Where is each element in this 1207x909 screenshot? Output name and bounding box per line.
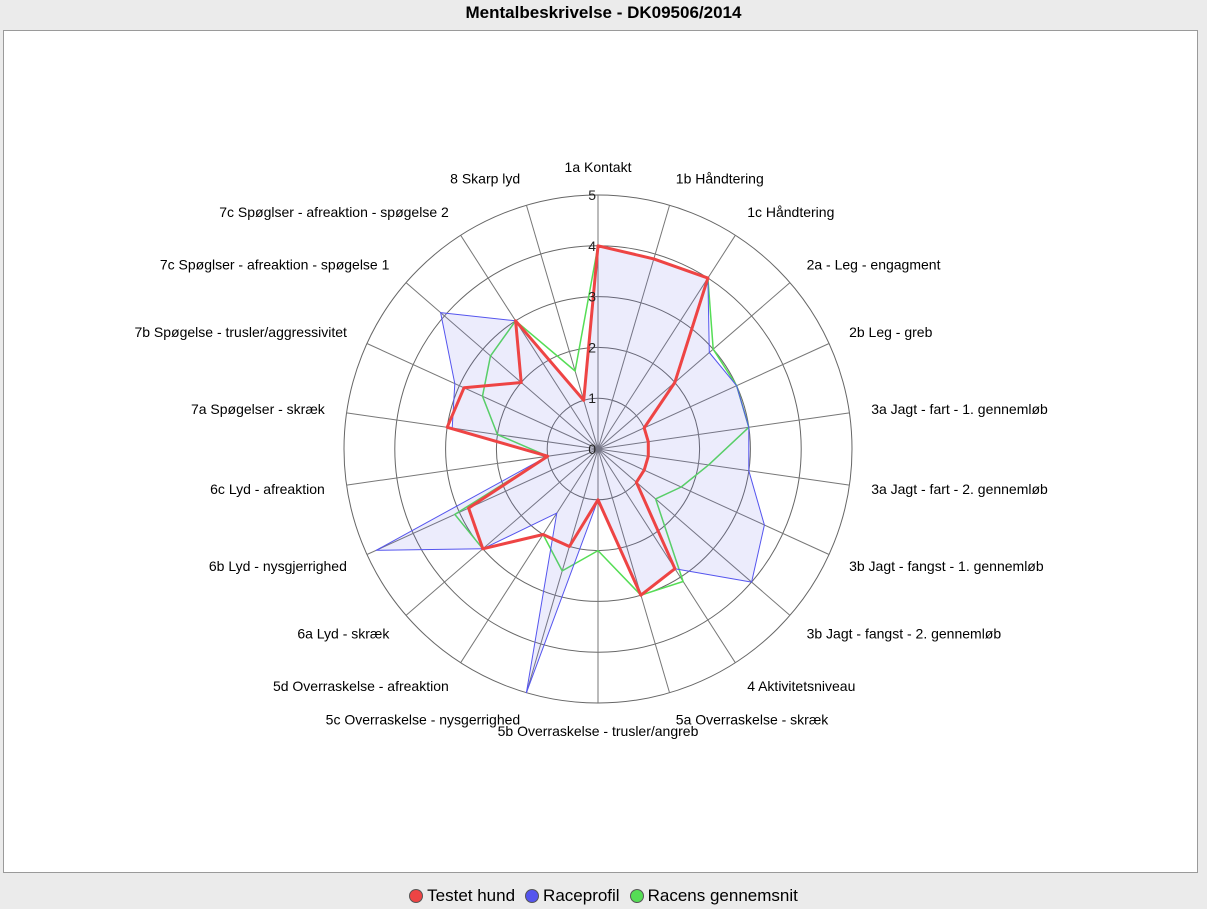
grid-spoke — [405, 448, 599, 616]
axis-label: 1c Håndtering — [747, 204, 834, 220]
legend: Testet hund Raceprofil Racens gennemsnit — [0, 883, 1207, 909]
grid-spoke — [597, 448, 830, 555]
legend-marker-icon — [629, 889, 644, 903]
radar-chart: 0 1 2 3 4 5 1a Kontakt 1b Håndtering 1c Håndteri… — [134, 159, 1048, 739]
axis-label: 1a Kontakt — [565, 159, 632, 175]
grid-spoke — [405, 282, 599, 450]
radar-grid — [343, 194, 853, 704]
series-testet-hund — [445, 244, 710, 597]
axis-label: 7a Spøgelser - skræk — [191, 401, 326, 417]
chart-panel: 0 1 2 3 4 5 1a Kontakt 1b Håndtering 1c Håndteri… — [3, 30, 1198, 873]
radar-labels: 0 1 2 3 4 5 1a Kontakt 1b Håndtering 1c Håndteri… — [134, 159, 1048, 739]
axis-label: 3b Jagt - fangst - 1. gennemløb — [849, 558, 1044, 574]
tick-label: 3 — [588, 289, 596, 305]
series-racens-gennemsnit — [454, 245, 750, 596]
axis-label: 6a Lyd - skræk — [297, 626, 390, 642]
grid-spoke — [597, 205, 671, 450]
grid-spoke — [597, 448, 850, 486]
axis-label: 7b Spøgelse - trusler/aggressivitet — [134, 324, 347, 340]
axis-label: 5c Overraskelse - nysgerrighed — [326, 712, 521, 728]
axis-label: 4 Aktivitetsniveau — [747, 678, 855, 694]
legend-marker-icon — [409, 889, 424, 903]
axis-label: 7c Spøglser - afreaktion - spøgelse 1 — [160, 256, 390, 272]
legend-label: Testet hund — [427, 886, 516, 905]
axis-label: 3a Jagt - fart - 1. gennemløb — [871, 401, 1048, 417]
grid-spoke — [597, 412, 850, 450]
tick-label: 5 — [588, 187, 596, 203]
chart-title: Mentalbeskrivelse - DK09506/2014 — [465, 3, 742, 22]
axis-label: 2b Leg - greb — [849, 324, 932, 340]
axis-label: 6b Lyd - nysgjerrighed — [209, 558, 347, 574]
axis-label: 1b Håndtering — [676, 170, 764, 186]
axis-label: 7c Spøglser - afreaktion - spøgelse 2 — [219, 204, 449, 220]
grid-spoke — [366, 448, 599, 555]
tick-label: 4 — [588, 238, 596, 254]
grid-spoke — [597, 343, 830, 450]
radar-series — [375, 244, 765, 694]
grid-spoke — [525, 205, 599, 450]
axis-label: 6c Lyd - afreaktion — [210, 481, 325, 497]
axis-label: 3a Jagt - fart - 2. gennemløb — [871, 481, 1048, 497]
axis-label: 2a - Leg - engagment — [807, 256, 941, 272]
legend-marker-icon — [525, 889, 540, 903]
grid-spoke — [597, 235, 736, 450]
tick-label: 1 — [588, 390, 596, 406]
grid-spoke — [597, 448, 736, 663]
grid-spoke — [460, 448, 599, 663]
grid-spoke — [460, 235, 599, 450]
legend-item-testet-hund: Testet hund — [409, 886, 515, 906]
axis-label: 8 Skarp lyd — [450, 170, 520, 186]
axis-label: 3b Jagt - fangst - 2. gennemløb — [807, 626, 1002, 642]
grid-spoke — [346, 448, 599, 486]
series-raceprofil — [375, 245, 765, 694]
tick-label: 2 — [588, 339, 596, 355]
axis-label: 5b Overraskelse - trusler/angreb — [498, 723, 699, 739]
grid-spoke — [597, 282, 791, 450]
axis-label: 5d Overraskelse - afreaktion — [273, 678, 449, 694]
tick-label: 0 — [588, 441, 596, 457]
legend-label: Racens gennemsnit — [647, 886, 798, 905]
legend-item-raceprofil: Raceprofil — [525, 886, 620, 906]
axis-label: 5a Overraskelse - skræk — [676, 712, 829, 728]
legend-item-racens-gennemsnit: Racens gennemsnit — [629, 886, 798, 906]
legend-label: Raceprofil — [543, 886, 620, 905]
grid-spoke — [597, 448, 671, 693]
grid-spoke — [597, 448, 791, 616]
grid-spoke — [346, 412, 599, 450]
